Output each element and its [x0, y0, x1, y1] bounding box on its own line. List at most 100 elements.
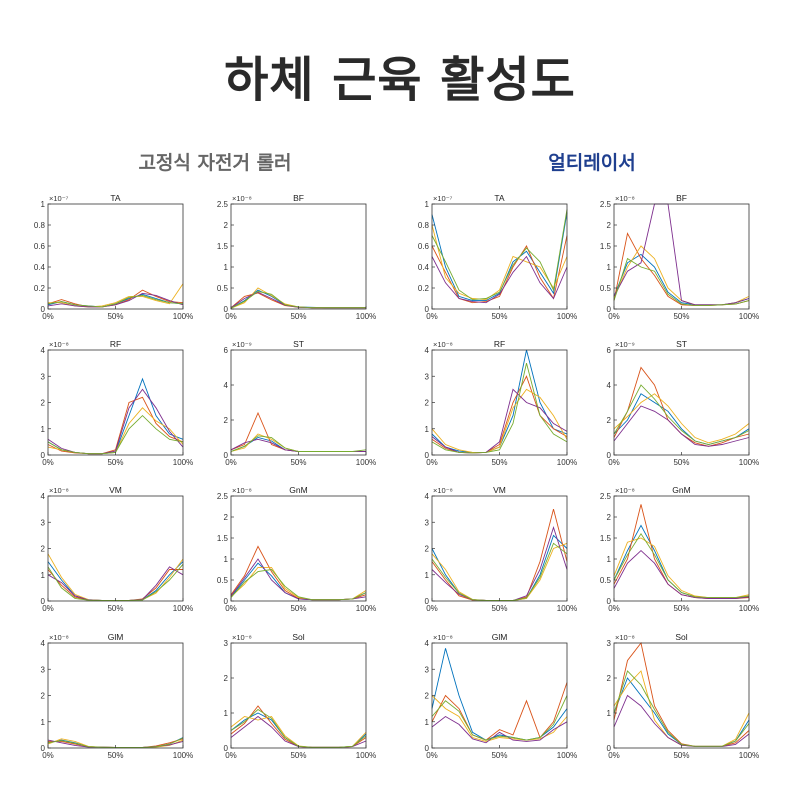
chart-roller-sol: 0 1 2 3 0% 50% 100% ×10⁻⁸ Sol: [224, 632, 377, 760]
series-line: [230, 715, 367, 748]
series-line: [47, 561, 184, 601]
series-line: [230, 545, 367, 601]
y-tick-label: 0.5: [600, 284, 612, 293]
y-tick-label: 2.5: [600, 200, 612, 209]
y-exponent-label: ×10⁻⁹: [615, 340, 635, 349]
plot-frame: [431, 349, 568, 456]
chart-title: VM: [109, 485, 122, 495]
x-tick-label: 50%: [290, 604, 306, 613]
x-tick-label: 100%: [739, 751, 759, 760]
x-tick-label: 50%: [107, 751, 123, 760]
series-line: [431, 255, 568, 304]
chart-title: Sol: [675, 632, 687, 642]
x-tick-label: 50%: [673, 751, 689, 760]
series-line: [431, 235, 568, 304]
series-line: [431, 534, 568, 601]
series-line: [613, 384, 750, 445]
chart-roller-rf: 0 1 2 3 4 0% 50% 100% ×10⁻⁸ RF: [41, 339, 194, 467]
series-line: [431, 349, 568, 453]
y-tick-label: 1: [425, 425, 430, 434]
x-tick-label: 0%: [608, 312, 620, 321]
y-tick-label: 1: [425, 718, 430, 727]
x-tick-label: 50%: [673, 458, 689, 467]
y-tick-label: 2: [425, 399, 430, 408]
series-line: [431, 212, 568, 302]
y-tick-label: 0.4: [34, 263, 46, 272]
series-line: [47, 377, 184, 455]
group-title-stationary-roller: 고정식 자전거 롤러: [138, 152, 292, 174]
y-exponent-label: ×10⁻⁸: [433, 486, 453, 495]
series-line: [613, 537, 750, 599]
series-line: [431, 388, 568, 453]
y-tick-label: 2: [224, 513, 229, 522]
series-line: [613, 549, 750, 599]
y-tick-label: 2: [607, 674, 612, 683]
series-line: [431, 695, 568, 741]
y-exponent-label: ×10⁻⁸: [49, 486, 69, 495]
series-line: [47, 407, 184, 455]
y-exponent-label: ×10⁻⁸: [433, 340, 453, 349]
series-line: [431, 648, 568, 741]
x-tick-label: 0%: [426, 604, 438, 613]
y-tick-label: 0.4: [418, 263, 430, 272]
y-tick-label: 2: [607, 416, 612, 425]
x-tick-label: 0%: [608, 458, 620, 467]
series-line: [230, 289, 366, 309]
x-tick-label: 0%: [42, 458, 54, 467]
y-tick-label: 2: [607, 221, 612, 230]
x-tick-label: 50%: [491, 751, 507, 760]
y-tick-label: 2: [41, 545, 46, 554]
x-tick-label: 50%: [491, 312, 507, 321]
x-tick-label: 0%: [225, 751, 237, 760]
y-exponent-label: ×10⁻⁹: [232, 340, 252, 349]
y-tick-label: 6: [224, 346, 229, 355]
y-tick-label: 3: [41, 518, 46, 527]
chart-title: VM: [493, 485, 506, 495]
y-tick-label: 4: [224, 381, 229, 390]
chart-title: ST: [676, 339, 687, 349]
series-line: [230, 287, 366, 309]
y-tick-label: 1: [41, 571, 46, 580]
x-tick-label: 100%: [356, 604, 376, 613]
y-tick-label: 3: [425, 372, 430, 381]
x-tick-label: 100%: [356, 458, 376, 467]
x-tick-label: 0%: [426, 458, 438, 467]
x-tick-label: 50%: [107, 312, 123, 321]
chart-ultiracer-bf: 0 0.5 1 1.5 2 2.5 0% 50% 100% ×10⁻⁸ BF: [600, 193, 759, 321]
x-tick-label: 0%: [225, 604, 237, 613]
y-tick-label: 1: [607, 263, 612, 272]
y-tick-label: 1: [607, 555, 612, 564]
y-tick-label: 3: [41, 372, 46, 381]
chart-roller-st: 0 2 4 6 0% 50% 100% ×10⁻⁹ ST: [224, 339, 377, 467]
x-tick-label: 50%: [290, 458, 306, 467]
x-tick-label: 100%: [739, 604, 759, 613]
series-line: [230, 708, 367, 748]
y-tick-label: 0.8: [418, 221, 430, 230]
y-exponent-label: ×10⁻⁸: [615, 633, 635, 642]
series-line: [47, 566, 184, 601]
y-tick-label: 6: [607, 346, 612, 355]
series-line: [230, 435, 367, 452]
x-tick-label: 0%: [225, 312, 237, 321]
y-tick-label: 1: [224, 709, 229, 718]
x-tick-label: 100%: [173, 458, 193, 467]
y-tick-label: 1.5: [600, 242, 612, 251]
y-tick-label: 0.5: [217, 576, 229, 585]
y-tick-label: 1: [41, 200, 46, 209]
y-tick-label: 2.5: [217, 492, 229, 501]
group-title-ultiracer: 얼티레이서: [548, 152, 636, 174]
plot-frame: [230, 495, 367, 602]
series-line: [613, 504, 750, 599]
chart-ultiracer-rf: 0 1 2 3 4 0% 50% 100% ×10⁻⁸ RF: [425, 339, 578, 467]
series-line: [613, 393, 750, 444]
series-line: [613, 694, 750, 748]
series-line: [230, 558, 367, 601]
chart-roller-vm: 0 1 2 3 4 0% 50% 100% ×10⁻⁸ VM: [41, 485, 194, 613]
series-line: [431, 362, 568, 454]
y-tick-label: 1: [41, 425, 46, 434]
series-line: [431, 542, 568, 601]
x-tick-label: 0%: [608, 604, 620, 613]
y-tick-label: 1.5: [600, 534, 612, 543]
y-tick-label: 0: [425, 305, 430, 314]
y-exponent-label: ×10⁻⁸: [49, 340, 69, 349]
